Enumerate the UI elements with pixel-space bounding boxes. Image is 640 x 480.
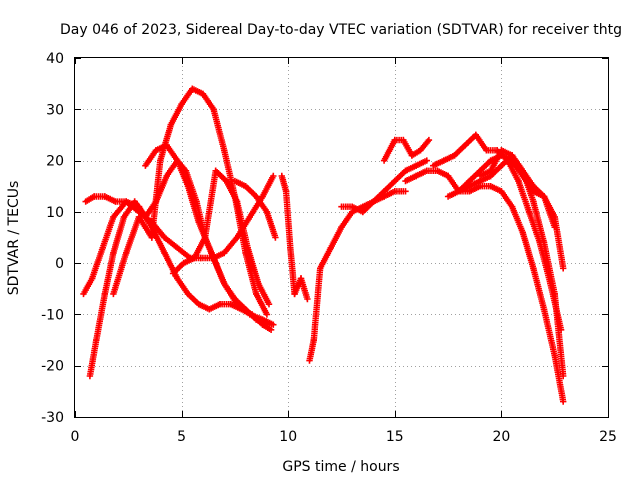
- plot-frame: [74, 57, 609, 418]
- series-arc-16: [476, 147, 558, 231]
- data-point: [270, 172, 277, 180]
- ticks-layer: 0 5 10 15 20 25 -30 -20 -10 0 10 20 30 40: [41, 51, 617, 445]
- y-tick-label: -30: [41, 410, 64, 426]
- data-point: [560, 372, 567, 380]
- x-tick-label: 10: [279, 429, 297, 445]
- series-arc-11: [380, 136, 433, 164]
- x-tick-label: 5: [177, 429, 186, 445]
- y-tick-label: 30: [46, 102, 64, 118]
- y-tick-label: -20: [41, 359, 64, 375]
- data-point: [425, 136, 433, 144]
- data-points-layer: [80, 85, 567, 405]
- chart-title: Day 046 of 2023, Sidereal Day-to-day VTE…: [60, 22, 622, 38]
- x-tick-label: 20: [492, 429, 510, 445]
- x-axis-title: GPS time / hours: [282, 459, 399, 475]
- y-tick-label: 20: [46, 154, 64, 170]
- series-arc-10: [338, 157, 430, 216]
- series-arc-7: [231, 177, 279, 241]
- y-tick-label: 0: [55, 256, 64, 272]
- x-tick-label: 25: [599, 429, 617, 445]
- y-tick-label: -10: [41, 307, 64, 323]
- data-point: [423, 157, 430, 164]
- x-tick-label: 0: [71, 429, 80, 445]
- series-arc-12: [402, 167, 567, 405]
- data-point: [304, 295, 311, 303]
- data-point: [267, 326, 275, 333]
- data-point: [551, 224, 558, 231]
- series-arc-6: [169, 167, 273, 308]
- y-tick-label: 10: [46, 205, 64, 221]
- data-point: [270, 321, 277, 328]
- data-point: [263, 311, 271, 318]
- data-point: [560, 398, 567, 405]
- series-arc-9: [306, 188, 409, 364]
- y-tick-label: 40: [46, 51, 64, 67]
- series-arc-8: [278, 172, 311, 303]
- data-point: [560, 265, 567, 272]
- data-point: [272, 234, 279, 241]
- series-arc-4: [110, 85, 271, 318]
- data-point: [265, 301, 273, 308]
- x-tick-label: 15: [386, 429, 404, 445]
- series-arc-5: [142, 142, 277, 328]
- y-axis-title: SDTVAR / TECUs: [6, 181, 22, 296]
- data-point: [402, 188, 409, 195]
